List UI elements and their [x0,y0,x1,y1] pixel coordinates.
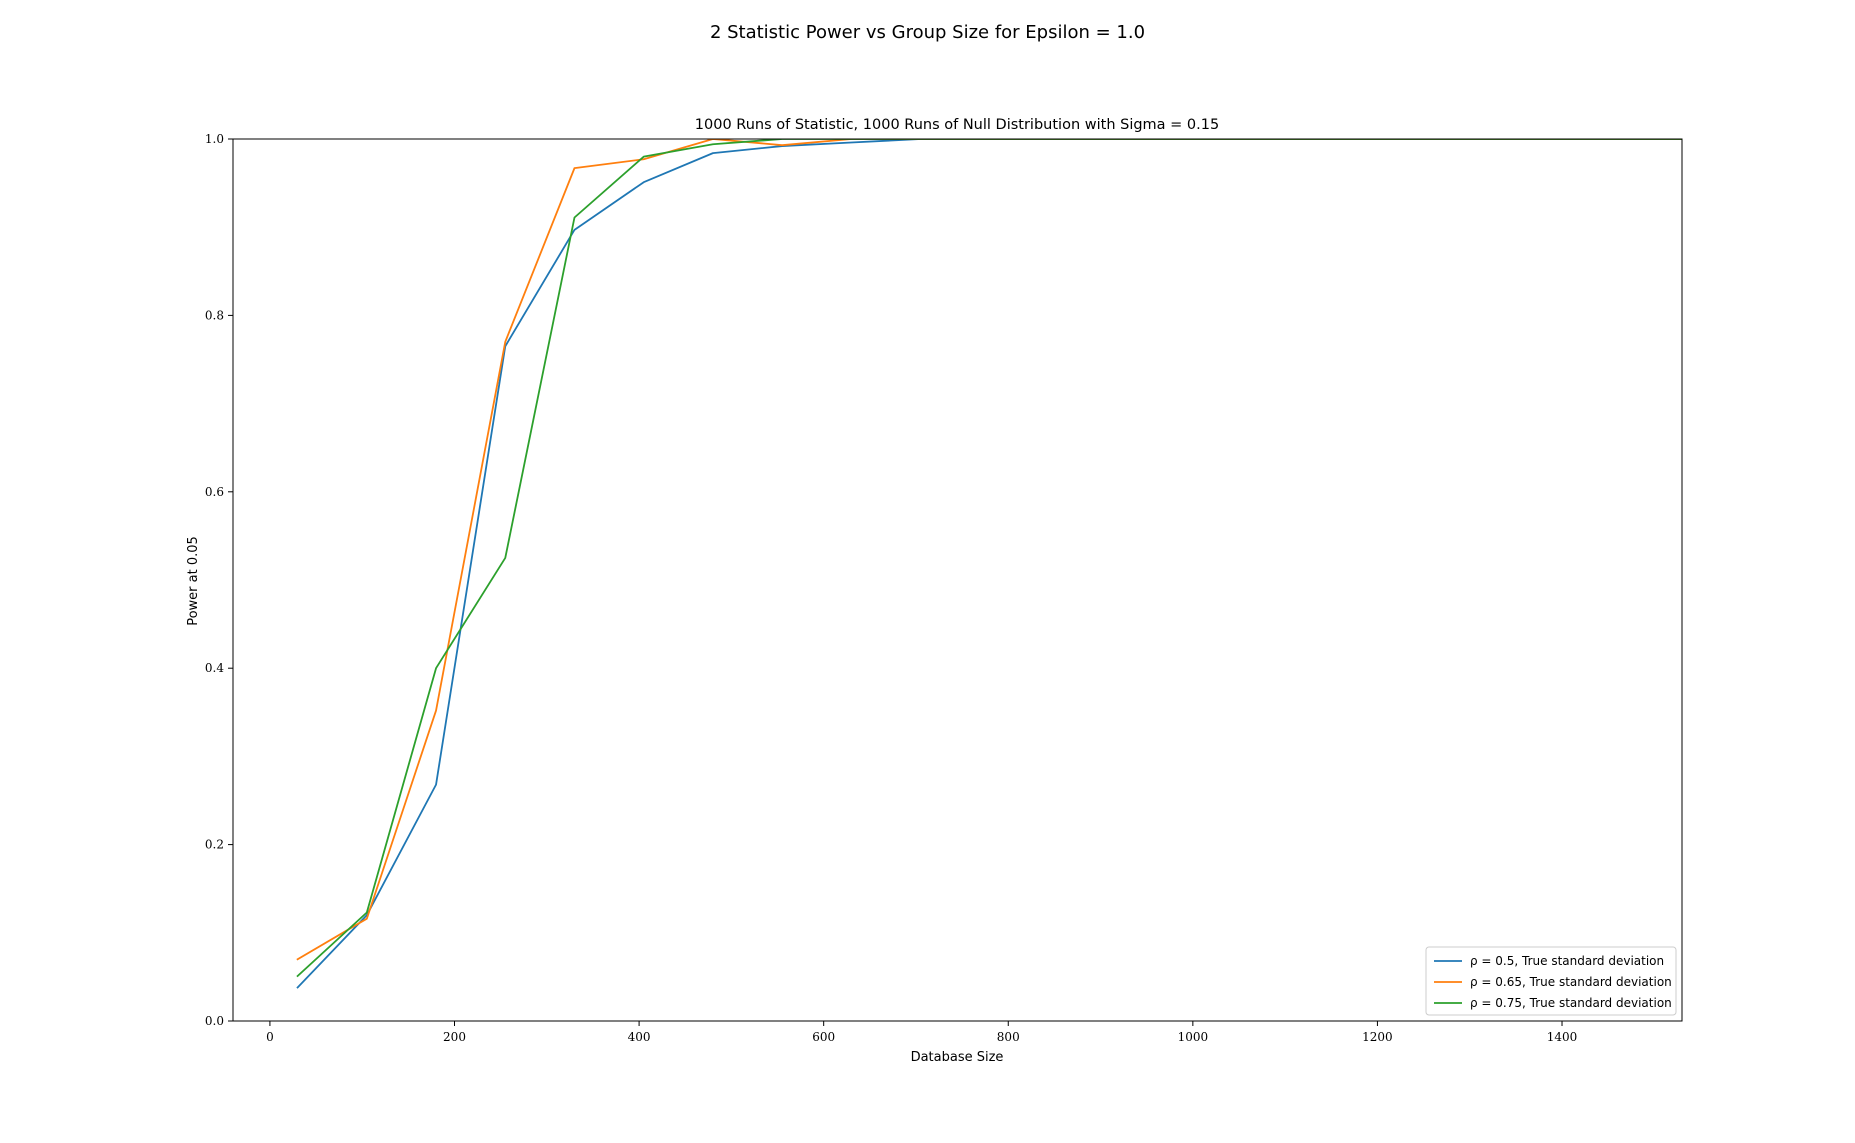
legend-label-3: ρ = 0.75, True standard deviation [1470,996,1672,1010]
x-tick-label: 1400 [1547,1030,1578,1044]
legend: ρ = 0.5, True standard deviation ρ = 0.65… [1425,946,1677,1016]
x-tick-label: 1200 [1362,1030,1393,1044]
y-tick-label: 0.8 [205,308,224,322]
plot-area: 0 200 400 600 800 1000 1200 1400 0.0 0.2 0.4 0.6 0.8… [205,132,1683,1044]
x-tick-label: 200 [443,1030,466,1044]
y-tick-label: 0.0 [205,1014,224,1028]
series-line-2 [296,139,1682,961]
series-line-3 [296,139,1682,978]
series-group [296,139,1682,989]
x-tick-label: 1000 [1178,1030,1209,1044]
x-axis-label: Database Size [911,1050,1004,1065]
y-tick-label: 0.4 [205,661,224,675]
y-axis-label: Power at 0.05 [186,536,201,626]
y-tick-label: 0.6 [205,485,224,499]
x-tick-label: 800 [997,1030,1020,1044]
series-line-1 [296,139,1682,989]
y-tick-label: 0.2 [205,838,224,852]
legend-box [1425,946,1677,1016]
legend-label-1: ρ = 0.5, True standard deviation [1470,954,1664,968]
x-tick-label: 400 [628,1030,651,1044]
chart-suptitle: 2 Statistic Power vs Group Size for Epsi… [710,22,1145,43]
chart-title: 1000 Runs of Statistic, 1000 Runs of Nul… [695,117,1219,133]
plot-frame [232,138,1683,1022]
x-tick-label: 0 [266,1030,274,1044]
x-tick-label: 600 [812,1030,835,1044]
y-tick-label: 1.0 [205,132,224,146]
legend-label-2: ρ = 0.65, True standard deviation [1470,975,1672,989]
